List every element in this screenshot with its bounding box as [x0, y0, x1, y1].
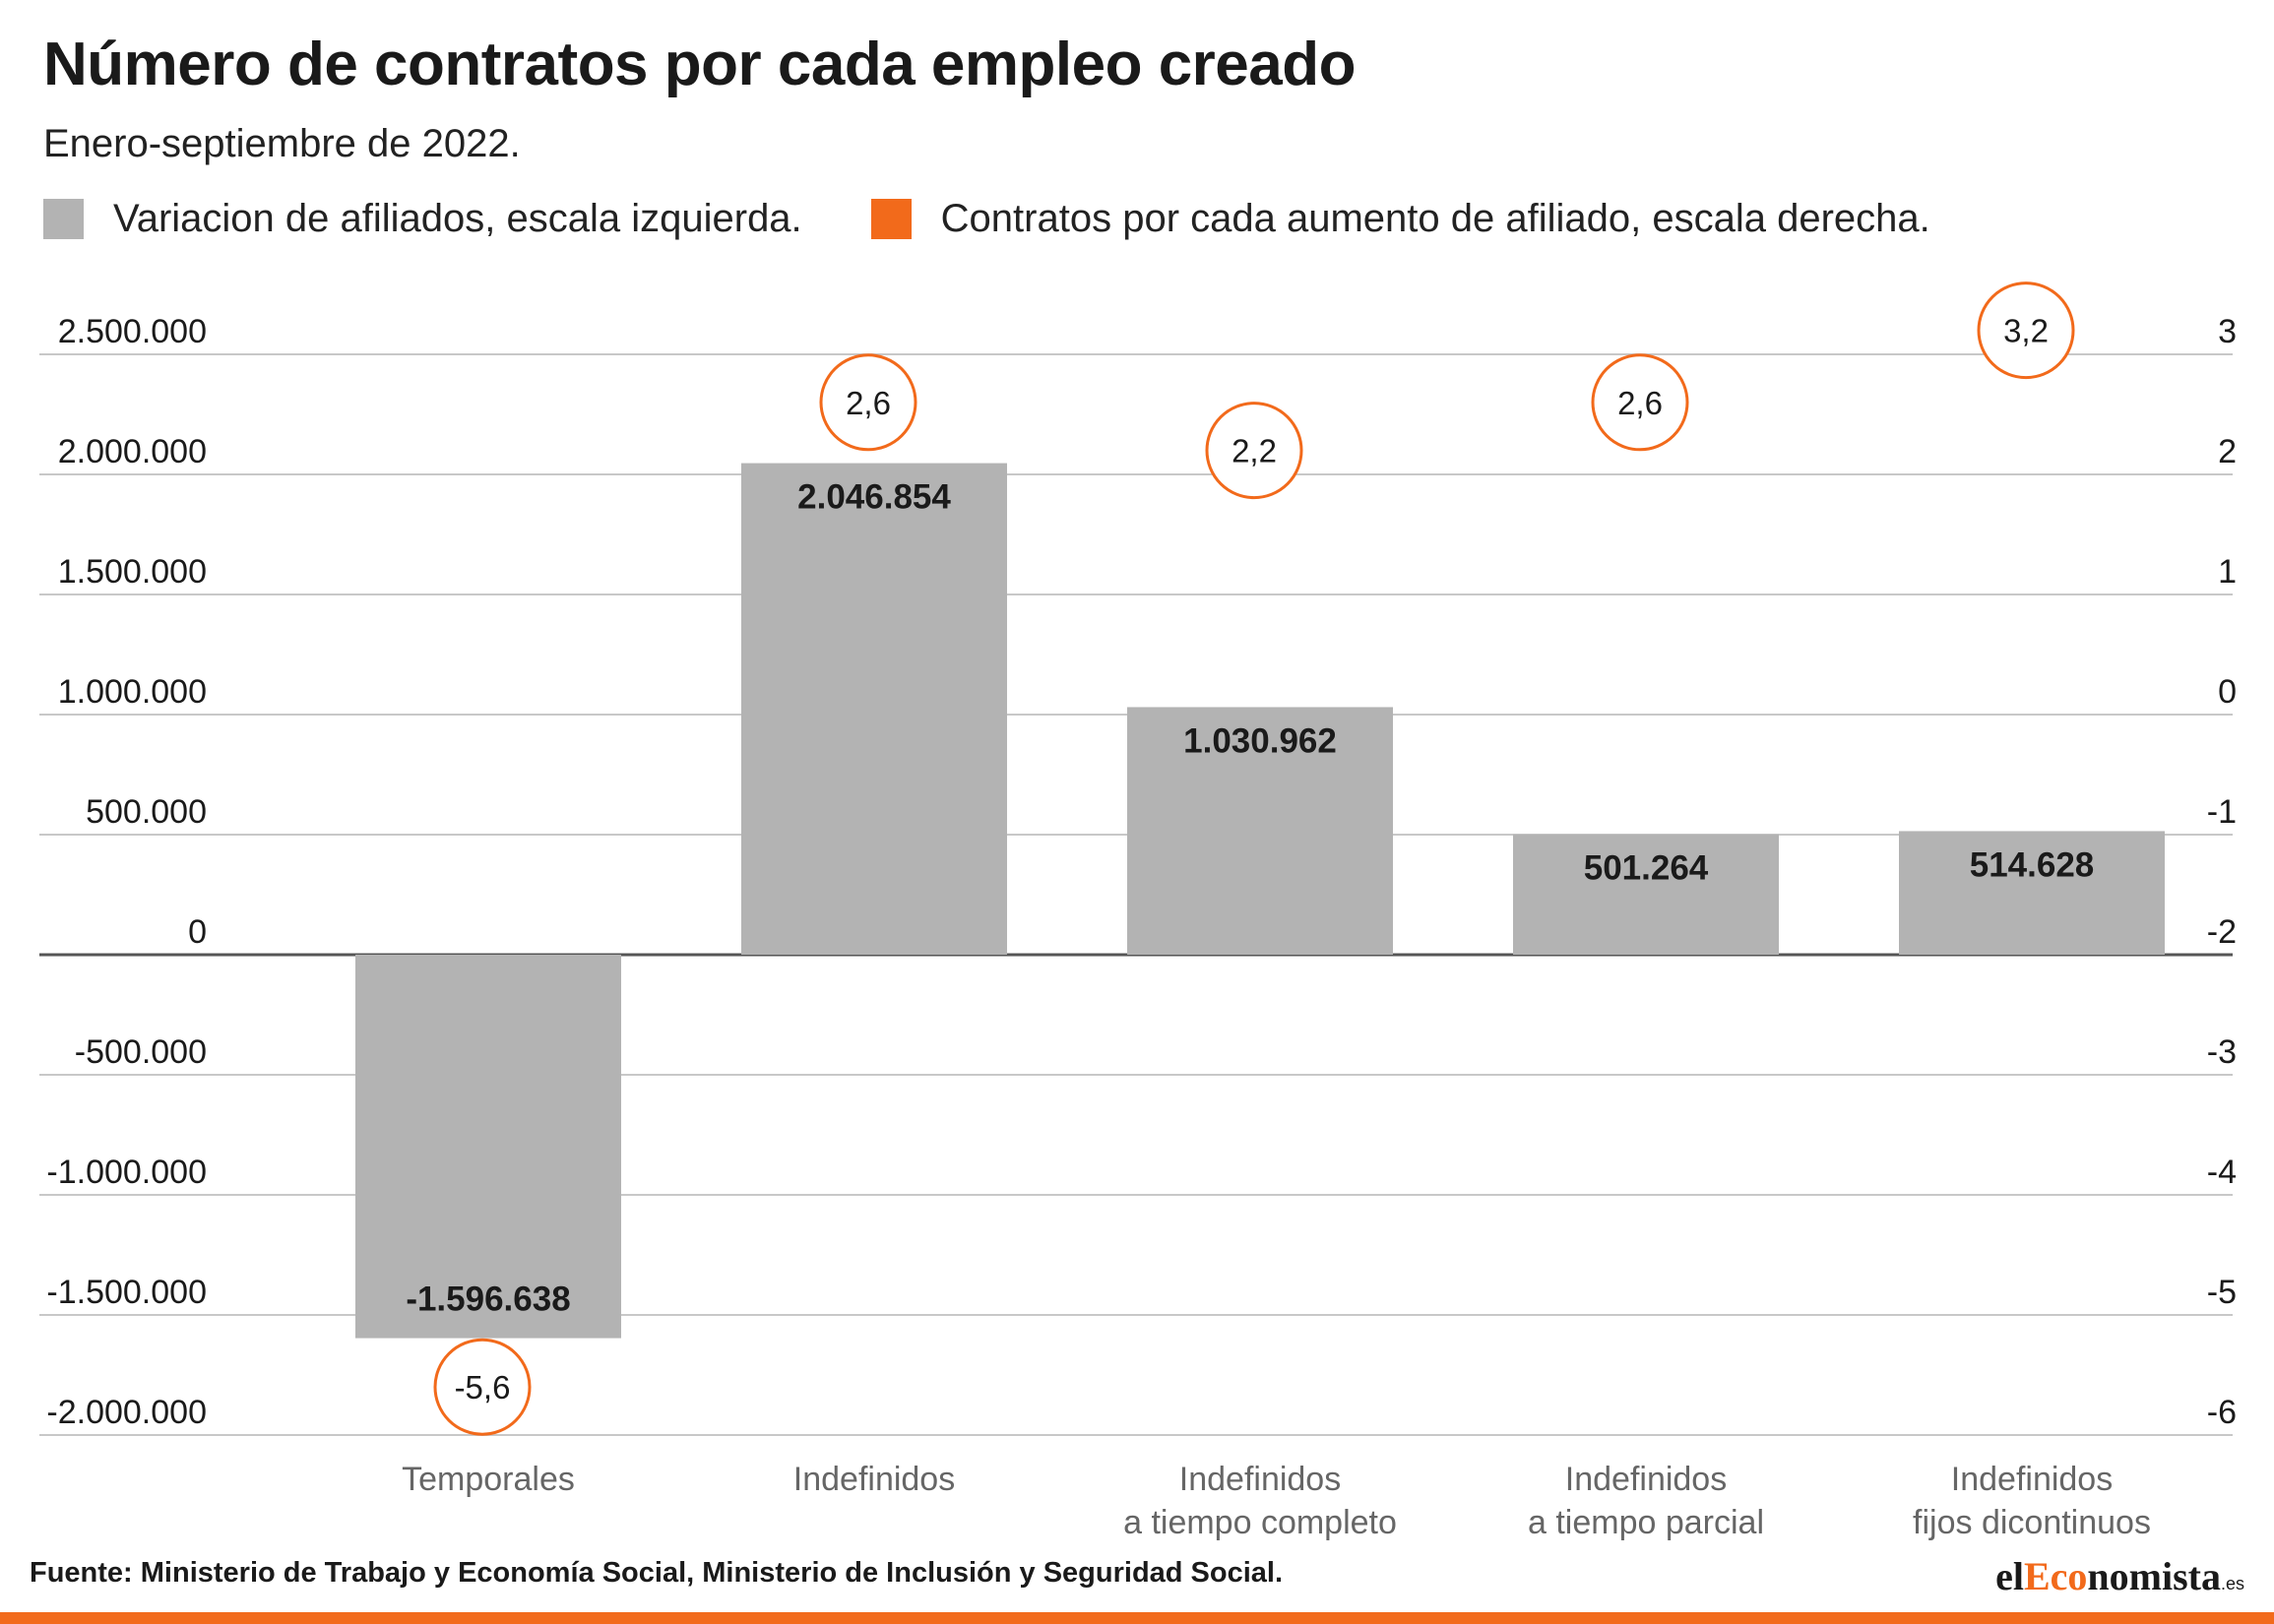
legend-swatch-gray: [43, 199, 84, 239]
contratos-marker-1: [819, 353, 917, 452]
right-axis-tick-label: 3: [2218, 313, 2237, 350]
category-label: Indefinidos: [793, 1461, 955, 1498]
bottom-accent-bar: [0, 1612, 2274, 1624]
left-axis-tick-label: 1.500.000: [58, 553, 207, 591]
contratos-marker-4: [1977, 281, 2075, 380]
right-axis-tick-label: -5: [2207, 1274, 2237, 1311]
legend-item-contratos: Contratos por cada aumento de afiliado, …: [870, 197, 1930, 241]
bar-4: [1899, 831, 2165, 955]
bar-value-label: 2.046.854: [797, 478, 951, 517]
left-axis-tick-label: -1.500.000: [46, 1274, 207, 1311]
category-label: Indefinidos: [1951, 1461, 2113, 1498]
bar-value-label: 514.628: [1970, 845, 2095, 884]
chart-subtitle: Enero-septiembre de 2022.: [43, 122, 521, 165]
right-axis-tick-label: -1: [2207, 793, 2237, 831]
bar-3: [1513, 834, 1779, 955]
tick-layer: 2.500.000 3 2.000.000 2 1.500.000 1 1.000.000 0…: [46, 313, 2237, 1431]
logo-el: el: [1995, 1554, 2024, 1598]
left-axis-tick-label: -1.000.000: [46, 1154, 207, 1191]
right-axis-tick-label: 0: [2218, 673, 2237, 711]
left-axis-tick-label: -2.000.000: [46, 1394, 207, 1431]
contratos-marker-label: 2,6: [1617, 385, 1663, 421]
chart-title: Número de contratos por cada empleo crea…: [43, 31, 1357, 98]
marker-layer: -5,6 2,6 2,2 2,6 3,2: [433, 281, 2075, 1436]
left-axis-tick-label: 500.000: [86, 793, 207, 831]
label-layer: -1.596.638 Temporales 2.046.854 Indefinidos…: [402, 478, 2151, 1541]
category-label: Temporales: [402, 1461, 575, 1498]
contratos-marker-3: [1591, 353, 1689, 452]
legend-label-contratos: Contratos por cada aumento de afiliado, …: [940, 197, 1930, 240]
left-axis-tick-label: 1.000.000: [58, 673, 207, 711]
contratos-marker-label: -5,6: [455, 1369, 511, 1405]
right-axis-tick-label: -2: [2207, 913, 2237, 951]
right-axis-tick-label: -4: [2207, 1154, 2237, 1191]
contratos-marker-2: [1205, 402, 1303, 500]
logo-es: .es: [2220, 1574, 2244, 1593]
left-axis-tick-label: 0: [188, 913, 207, 951]
left-axis-tick-label: 2.500.000: [58, 313, 207, 350]
brand-logo: elEconomista.es: [1995, 1553, 2244, 1599]
logo-nomista: nomista: [2087, 1554, 2221, 1598]
left-axis-tick-label: 2.000.000: [58, 433, 207, 470]
bar-2: [1127, 707, 1393, 955]
contratos-marker-0: [433, 1338, 532, 1436]
right-axis-tick-label: 2: [2218, 433, 2237, 470]
category-label: Indefinidos: [1565, 1461, 1727, 1498]
bar-value-label: 501.264: [1584, 849, 1709, 888]
category-label: a tiempo parcial: [1528, 1504, 1764, 1541]
right-axis-tick-label: -3: [2207, 1033, 2237, 1071]
right-axis-tick-label: -6: [2207, 1394, 2237, 1431]
bar-1: [741, 463, 1007, 955]
left-axis-tick-label: -500.000: [75, 1033, 207, 1071]
right-axis-tick-label: 1: [2218, 553, 2237, 591]
legend-label-afiliados: Variacion de afiliados, escala izquierda…: [113, 197, 802, 240]
category-label: Indefinidos: [1179, 1461, 1341, 1498]
bar-0: [355, 955, 621, 1339]
category-label: fijos dicontinuos: [1913, 1504, 2151, 1541]
legend-item-afiliados: Variacion de afiliados, escala izquierda…: [43, 197, 802, 241]
bar-value-label: -1.596.638: [406, 1280, 570, 1319]
bar-value-label: 1.030.962: [1183, 721, 1337, 760]
contratos-marker-label: 2,2: [1232, 433, 1277, 469]
bar-layer: [355, 463, 2165, 1339]
legend-swatch-orange: [870, 199, 912, 239]
source-note: Fuente: Ministerio de Trabajo y Economía…: [30, 1557, 1284, 1589]
logo-eco: Eco: [2023, 1554, 2088, 1598]
contratos-marker-label: 3,2: [2003, 313, 2049, 349]
contratos-marker-label: 2,6: [846, 385, 891, 421]
category-label: a tiempo completo: [1123, 1504, 1397, 1541]
chart-legend: Variacion de afiliados, escala izquierda…: [43, 197, 1999, 241]
